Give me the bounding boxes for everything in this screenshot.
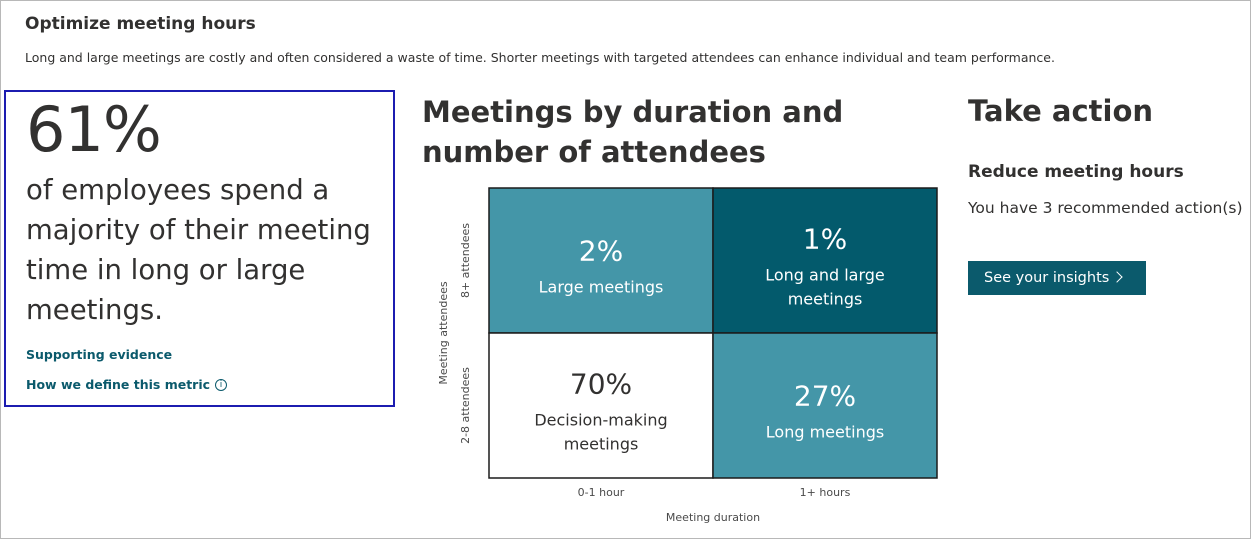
y-tick-label: 2-8 attendees: [459, 367, 472, 444]
cell-value-label: 2%: [579, 235, 623, 268]
define-metric-link[interactable]: How we define this metric i: [26, 377, 228, 392]
card-description: Long and large meetings are costly and o…: [25, 50, 1055, 65]
supporting-evidence-link[interactable]: Supporting evidence: [26, 347, 173, 362]
x-axis-label: Meeting duration: [666, 511, 760, 524]
x-tick-label: 0-1 hour: [578, 486, 625, 499]
cell-value-label: 1%: [803, 223, 847, 256]
card-title: Optimize meeting hours: [25, 14, 256, 34]
reduce-hours-subtitle: Reduce meeting hours: [968, 162, 1184, 182]
metric-value: 61%: [26, 93, 162, 166]
see-insights-label: See your insights: [984, 270, 1110, 286]
y-tick-label: 8+ attendees: [459, 223, 472, 298]
cell-category-label: Decision-making: [534, 411, 667, 430]
heatmap-cell: [488, 332, 714, 479]
recommendation-text: You have 3 recommended action(s): [968, 199, 1243, 217]
cell-category-label: meetings: [788, 290, 863, 309]
info-icon: i: [215, 378, 228, 391]
cell-value-label: 70%: [570, 368, 632, 401]
chart-title: Meetings by duration and number of atten…: [422, 95, 844, 169]
metric-panel: 61% of employees spend a majority of the…: [4, 90, 395, 407]
cell-category-label: meetings: [564, 435, 639, 454]
metric-description: of employees spend a majority of their m…: [26, 174, 371, 326]
cell-category-label: Long and large: [765, 266, 885, 285]
cell-category-label: Large meetings: [539, 278, 664, 297]
take-action-title: Take action: [968, 94, 1154, 128]
chevron-right-icon: [1111, 271, 1123, 283]
cell-category-label: Long meetings: [766, 423, 884, 442]
heatmap-cell: [712, 332, 938, 479]
heatmap-cell: [712, 187, 938, 334]
define-metric-label: How we define this metric: [26, 377, 211, 392]
see-insights-button[interactable]: See your insights: [968, 261, 1146, 295]
meetings-heatmap: 2% Large meetings 1% Long and large meetings…: [437, 187, 938, 524]
heatmap-cell: [488, 187, 714, 334]
x-tick-label: 1+ hours: [800, 486, 851, 499]
y-axis-label: Meeting attendees: [437, 281, 450, 384]
cell-value-label: 27%: [794, 380, 856, 413]
